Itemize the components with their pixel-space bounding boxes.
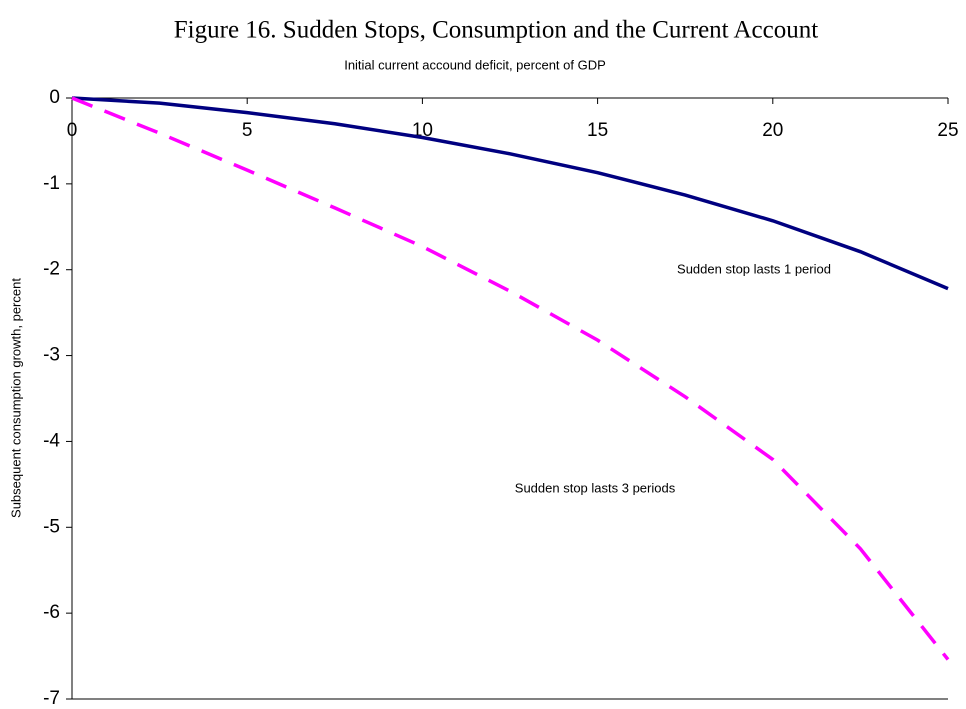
- series-line: [71, 96, 949, 291]
- x-tick-label: 5: [242, 120, 253, 141]
- x-tick-label: 0: [67, 120, 78, 141]
- y-tick-label: -7: [43, 688, 60, 709]
- y-tick-label: -5: [43, 516, 60, 537]
- x-tick-label: 15: [587, 120, 608, 141]
- y-tick-label: -6: [43, 602, 60, 623]
- series-line: [71, 96, 950, 661]
- x-tick-label: 20: [762, 120, 783, 141]
- y-axis-label: Subsequent consumption growth, percent: [8, 278, 23, 518]
- y-tick-label: -3: [43, 345, 60, 366]
- series-annotation: Sudden stop lasts 3 periods: [515, 480, 676, 495]
- y-tick-label: -4: [43, 430, 60, 451]
- x-tick-label: 25: [937, 120, 958, 141]
- x-axis-label: Initial current accound deficit, percent…: [344, 57, 606, 72]
- chart-title: Figure 16. Sudden Stops, Consumption and…: [174, 17, 818, 44]
- y-tick-label: -1: [43, 173, 60, 194]
- series-annotation: Sudden stop lasts 1 period: [677, 261, 831, 276]
- y-tick-label: -2: [43, 259, 60, 280]
- y-tick-label: 0: [49, 87, 60, 108]
